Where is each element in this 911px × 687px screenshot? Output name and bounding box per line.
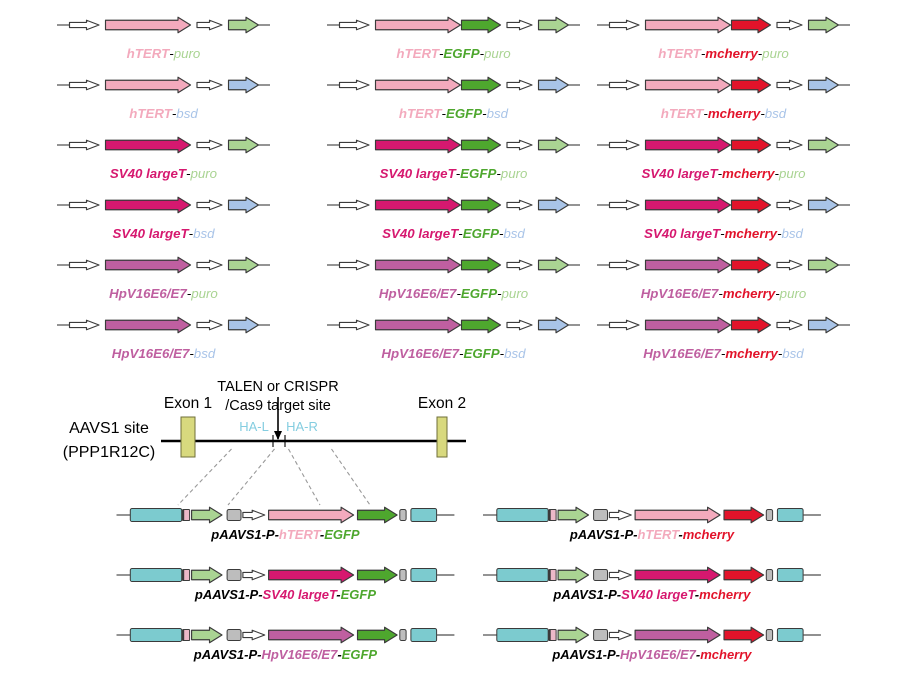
svg-text:pAAVS1-P-HpV16E6/E7-mcherry: pAAVS1-P-HpV16E6/E7-mcherry <box>551 647 752 662</box>
svg-text:pAAVS1-P-hTERT-mcherry: pAAVS1-P-hTERT-mcherry <box>569 527 735 542</box>
svg-text:SV40 largeT-mcherry-puro: SV40 largeT-mcherry-puro <box>641 166 805 181</box>
svg-text:Exon 1: Exon 1 <box>164 395 212 412</box>
svg-text:SV40 largeT-mcherry-bsd: SV40 largeT-mcherry-bsd <box>644 226 804 241</box>
svg-text:HpV16E6/E7-EGFP-puro: HpV16E6/E7-EGFP-puro <box>379 286 528 301</box>
svg-text:HpV16E6/E7-mcherry-puro: HpV16E6/E7-mcherry-puro <box>641 286 807 301</box>
svg-text:HA-L: HA-L <box>239 419 269 434</box>
svg-text:SV40 largeT-EGFP-puro: SV40 largeT-EGFP-puro <box>380 166 528 181</box>
svg-text:HA-R: HA-R <box>286 419 318 434</box>
svg-text:hTERT-EGFP-puro: hTERT-EGFP-puro <box>396 46 510 61</box>
svg-text:/Cas9 target site: /Cas9 target site <box>225 398 331 414</box>
svg-text:(PPP1R12C): (PPP1R12C) <box>63 444 155 461</box>
svg-text:HpV16E6/E7-puro: HpV16E6/E7-puro <box>109 286 218 301</box>
svg-text:HpV16E6/E7-EGFP-bsd: HpV16E6/E7-EGFP-bsd <box>381 346 526 361</box>
svg-text:hTERT-mcherry-bsd: hTERT-mcherry-bsd <box>661 106 787 121</box>
svg-text:HpV16E6/E7-bsd: HpV16E6/E7-bsd <box>112 346 216 361</box>
svg-text:TALEN or CRISPR: TALEN or CRISPR <box>217 379 338 395</box>
svg-text:hTERT-EGFP-bsd: hTERT-EGFP-bsd <box>399 106 509 121</box>
svg-text:HpV16E6/E7-mcherry-bsd: HpV16E6/E7-mcherry-bsd <box>643 346 804 361</box>
svg-text:SV40 largeT-EGFP-bsd: SV40 largeT-EGFP-bsd <box>382 226 525 241</box>
svg-text:pAAVS1-P-hTERT-EGFP: pAAVS1-P-hTERT-EGFP <box>210 527 360 542</box>
svg-text:SV40 largeT-puro: SV40 largeT-puro <box>110 166 217 181</box>
svg-text:AAVS1 site: AAVS1 site <box>69 420 149 437</box>
svg-text:Exon 2: Exon 2 <box>418 395 466 412</box>
svg-text:hTERT-mcherry-puro: hTERT-mcherry-puro <box>658 46 789 61</box>
svg-text:pAAVS1-P-SV40 largeT-EGFP: pAAVS1-P-SV40 largeT-EGFP <box>194 587 376 602</box>
svg-text:SV40 largeT-bsd: SV40 largeT-bsd <box>112 226 215 241</box>
svg-text:pAAVS1-P-SV40 largeT-mcherry: pAAVS1-P-SV40 largeT-mcherry <box>552 587 751 602</box>
svg-text:hTERT-bsd: hTERT-bsd <box>129 106 198 121</box>
svg-text:pAAVS1-P-HpV16E6/E7-EGFP: pAAVS1-P-HpV16E6/E7-EGFP <box>193 647 378 662</box>
svg-text:hTERT-puro: hTERT-puro <box>127 46 201 61</box>
